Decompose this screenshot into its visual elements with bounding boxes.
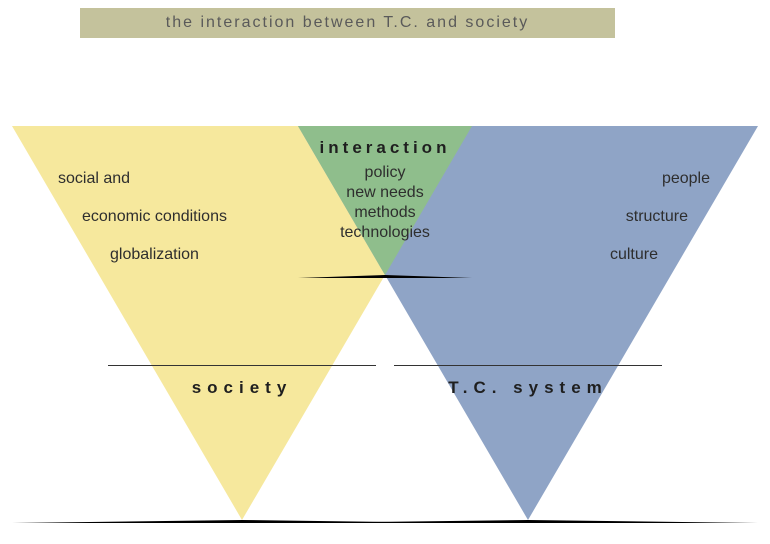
tc-item: people xyxy=(662,170,710,188)
interaction-item: new needs xyxy=(346,184,423,202)
society-item: economic conditions xyxy=(82,208,227,226)
society-item: globalization xyxy=(110,246,199,264)
interaction-heading: interaction xyxy=(320,138,451,158)
interaction-item: policy xyxy=(365,164,406,182)
society-divider xyxy=(108,365,376,366)
title-bar: the interaction between T.C. and society xyxy=(80,8,615,38)
tc-divider xyxy=(394,365,662,366)
tc-item: structure xyxy=(626,208,688,226)
society-item: social and xyxy=(58,170,130,188)
diagram-stage: the interaction between T.C. and society… xyxy=(0,0,770,544)
society-heading: society xyxy=(192,378,293,398)
tc-heading: T.C. system xyxy=(448,378,608,398)
interaction-item: technologies xyxy=(340,224,430,242)
title-text: the interaction between T.C. and society xyxy=(166,14,529,32)
interaction-item: methods xyxy=(354,204,415,222)
tc-item: culture xyxy=(610,246,658,264)
